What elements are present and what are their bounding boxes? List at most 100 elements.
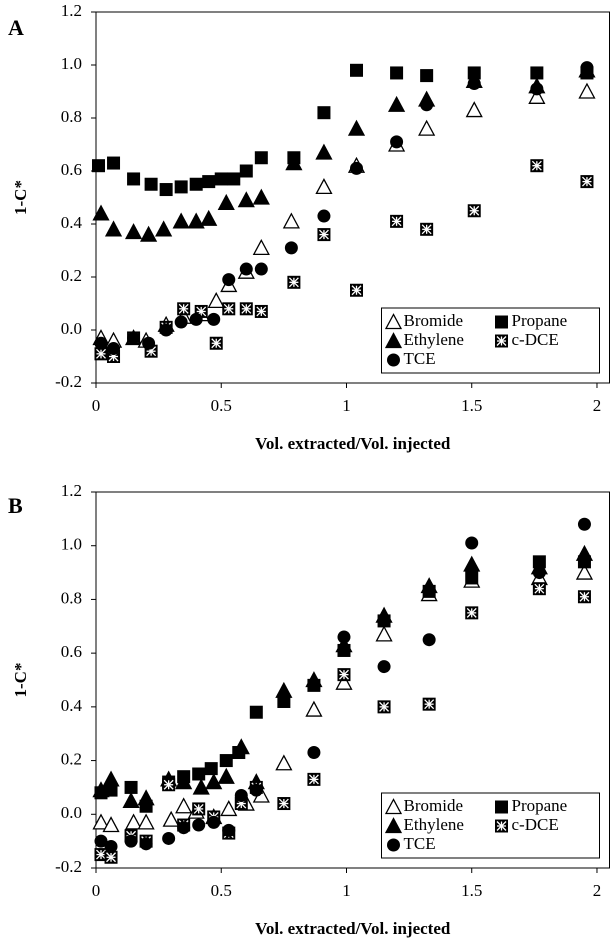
point	[207, 291, 225, 309]
point	[315, 178, 333, 195]
point	[155, 220, 173, 237]
point	[420, 98, 434, 112]
plot-frame	[95, 11, 610, 384]
legend-box	[381, 792, 600, 859]
point	[390, 135, 404, 149]
point	[249, 705, 263, 719]
point	[277, 694, 291, 708]
point	[577, 590, 591, 604]
point	[104, 220, 123, 237]
x-axis-label: Vol. extracted/Vol. injected	[255, 919, 451, 938]
point	[237, 191, 255, 208]
point	[467, 204, 481, 218]
point	[175, 797, 193, 814]
point	[189, 312, 203, 326]
legend-label: TCE	[404, 349, 436, 368]
point	[282, 212, 300, 229]
point	[465, 606, 479, 620]
point	[528, 87, 546, 104]
point	[275, 681, 293, 698]
point	[530, 82, 544, 96]
point	[187, 212, 205, 229]
point	[335, 636, 353, 653]
point	[209, 336, 223, 350]
point	[94, 848, 108, 862]
point	[575, 544, 594, 561]
x-tick-label: 0.5	[211, 396, 232, 415]
point	[142, 336, 156, 350]
x-tick-label: 0	[92, 881, 101, 900]
point	[305, 700, 323, 717]
point	[337, 630, 351, 644]
point	[107, 342, 121, 356]
x-tick-label: 1	[342, 881, 351, 900]
point	[124, 834, 138, 848]
point	[307, 772, 321, 786]
point	[377, 660, 391, 674]
y-tick-label: 0.0	[61, 319, 82, 338]
y-tick-label: 0.2	[61, 749, 82, 768]
x-tick-label: 1.5	[461, 396, 482, 415]
point	[124, 223, 143, 240]
point	[192, 818, 206, 832]
y-tick-label: 0.6	[61, 160, 82, 179]
y-axis-label: 1-C*	[11, 663, 30, 698]
point	[239, 302, 253, 316]
point	[287, 275, 301, 289]
y-tick-label: 1.2	[61, 1, 82, 20]
y-tick-label: 0.0	[61, 803, 82, 822]
point	[202, 175, 216, 189]
point	[104, 850, 118, 864]
point	[200, 209, 218, 226]
x-tick-label: 0	[92, 396, 101, 415]
point	[127, 172, 141, 186]
point	[252, 188, 270, 205]
point	[337, 668, 351, 682]
point	[239, 164, 253, 178]
point	[220, 800, 238, 817]
point	[219, 754, 233, 768]
legend-label: c-DCE	[512, 330, 559, 349]
point	[530, 66, 544, 80]
point	[189, 177, 203, 191]
point	[305, 671, 323, 688]
legend-label: Bromide	[404, 796, 464, 815]
point	[315, 143, 333, 160]
point	[192, 767, 206, 781]
point	[227, 172, 241, 186]
y-tick-label: 1.0	[61, 535, 82, 554]
point	[94, 347, 108, 361]
point	[317, 106, 331, 120]
x-tick-label: 2	[593, 396, 602, 415]
point	[172, 212, 190, 229]
legend-marker	[384, 332, 403, 349]
point	[222, 273, 236, 287]
point	[532, 582, 546, 596]
point	[420, 577, 438, 594]
point	[420, 222, 434, 236]
y-tick-label: 0.8	[61, 107, 82, 126]
point	[162, 810, 180, 827]
point	[159, 183, 173, 197]
legend-label: Propane	[512, 796, 568, 815]
legend-label: Bromide	[404, 311, 464, 330]
point	[104, 840, 118, 854]
point	[275, 754, 293, 771]
point	[377, 700, 391, 714]
point	[174, 315, 188, 329]
legend-marker	[384, 798, 403, 815]
point	[530, 159, 544, 173]
legend-label: Propane	[512, 311, 568, 330]
point	[277, 797, 291, 811]
point	[124, 813, 143, 830]
legend-marker	[384, 313, 403, 330]
y-tick-label: 0.6	[61, 642, 82, 661]
point	[317, 209, 331, 223]
point	[222, 823, 236, 837]
point	[234, 788, 248, 802]
point	[192, 802, 206, 816]
point	[207, 312, 221, 326]
point	[577, 517, 591, 531]
point	[254, 304, 268, 318]
